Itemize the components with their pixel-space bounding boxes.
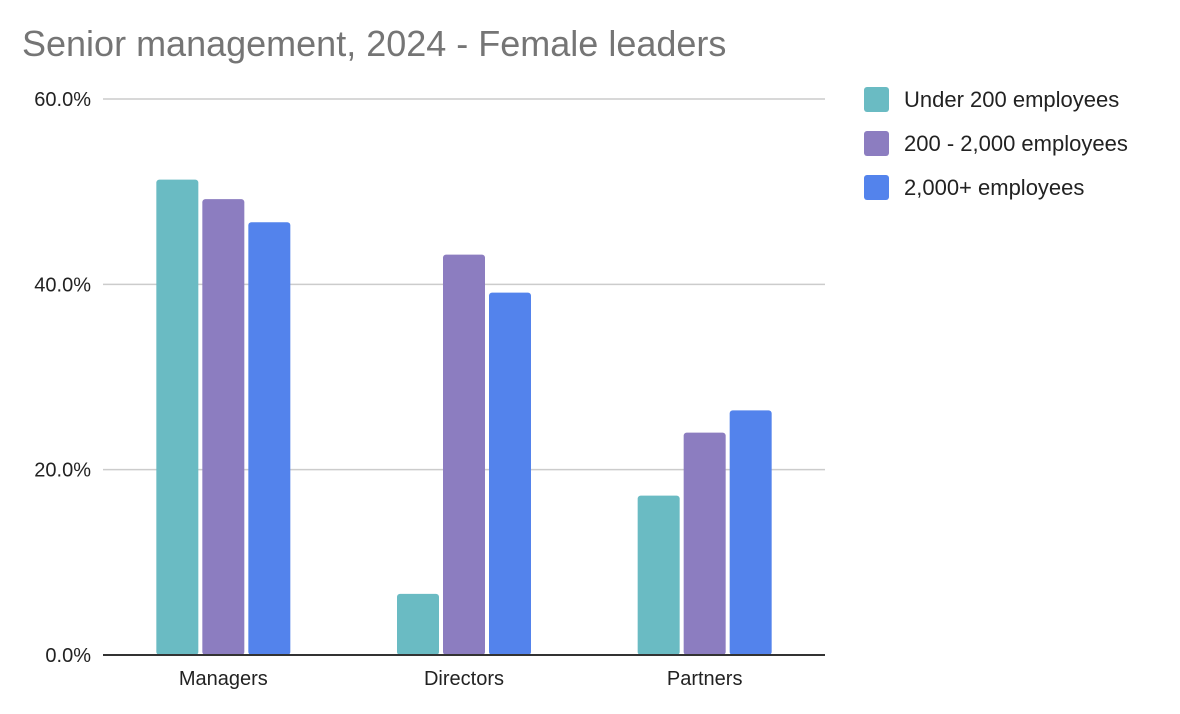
bars bbox=[156, 179, 772, 655]
bar-2-0 bbox=[637, 495, 680, 655]
bar-1-1 bbox=[443, 254, 485, 655]
legend-swatch bbox=[864, 175, 889, 200]
x-tick-label: Directors bbox=[424, 668, 504, 690]
bar-0-2 bbox=[248, 222, 291, 655]
y-axis-tick-labels: 0.0% 20.0% 40.0% 60.0% bbox=[34, 89, 91, 667]
bar-1-2 bbox=[489, 292, 531, 655]
bar-0-0 bbox=[156, 179, 199, 655]
y-tick-label: 0.0% bbox=[45, 645, 91, 667]
bar-0-1 bbox=[202, 199, 245, 655]
y-tick-label: 60.0% bbox=[34, 89, 91, 111]
bar-2-2 bbox=[729, 410, 772, 655]
legend-label: Under 200 employees bbox=[904, 87, 1119, 112]
y-tick-label: 20.0% bbox=[34, 460, 91, 482]
x-axis-tick-labels: Managers Directors Partners bbox=[179, 668, 743, 690]
y-tick-label: 40.0% bbox=[34, 274, 91, 296]
chart-title: Senior management, 2024 - Female leaders bbox=[22, 23, 726, 64]
x-tick-label: Managers bbox=[179, 668, 268, 690]
bar-2-1 bbox=[683, 432, 726, 655]
legend: Under 200 employees 200 - 2,000 employees… bbox=[864, 87, 1128, 200]
legend-label: 2,000+ employees bbox=[904, 175, 1084, 200]
x-tick-label: Partners bbox=[667, 668, 743, 690]
bar-1-0 bbox=[397, 593, 439, 655]
legend-label: 200 - 2,000 employees bbox=[904, 131, 1128, 156]
legend-swatch bbox=[864, 131, 889, 156]
legend-swatch bbox=[864, 87, 889, 112]
